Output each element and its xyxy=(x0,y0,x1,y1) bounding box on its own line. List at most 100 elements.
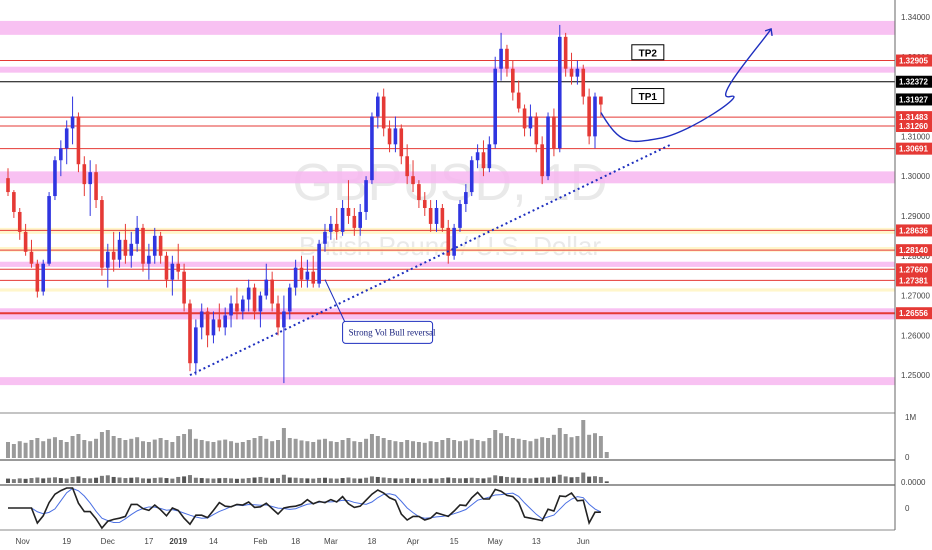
price-level-label: 1.31260 xyxy=(899,122,928,131)
volume-delta-bar xyxy=(352,478,357,483)
volume-delta-bar xyxy=(223,477,228,483)
volume-bar xyxy=(317,439,322,458)
volume-delta-bar xyxy=(557,474,562,483)
candle-body xyxy=(534,116,539,145)
volume-delta-bar xyxy=(463,478,468,483)
volume-bar xyxy=(487,438,492,458)
volume-delta-bar xyxy=(193,477,198,483)
candle-body xyxy=(223,315,227,328)
candle-body xyxy=(346,207,351,216)
price-level-badge xyxy=(896,75,932,88)
candle-body xyxy=(241,299,245,312)
time-tick-label: 2019 xyxy=(169,537,187,546)
volume-bar xyxy=(393,441,398,458)
candle-body xyxy=(6,178,10,193)
candle-body xyxy=(305,271,310,280)
volume-bar xyxy=(158,438,163,458)
volume-bar xyxy=(94,438,99,458)
volume-delta-bar xyxy=(70,476,75,483)
callout-text: Strong Vol Bull reversal xyxy=(349,327,436,337)
volume-bar xyxy=(569,437,574,458)
candle-body xyxy=(17,211,22,232)
volume-bar xyxy=(587,434,592,458)
candle-body xyxy=(505,48,509,69)
candle-body xyxy=(76,116,81,165)
volume-delta-bar xyxy=(299,478,304,483)
volume-bar xyxy=(405,440,410,458)
volume-delta-bar xyxy=(170,478,175,483)
volume-delta-bar xyxy=(411,478,416,483)
price-tick-label: 1.27000 xyxy=(901,292,930,301)
volume-delta-bar xyxy=(41,478,46,483)
volume-delta-bar xyxy=(358,478,363,483)
candle-body xyxy=(311,271,316,284)
volume-bar xyxy=(187,429,192,458)
price-level-badge xyxy=(896,307,932,320)
tp-label: TP2 xyxy=(639,48,658,59)
volume-delta-bar xyxy=(205,478,210,483)
volume-bar xyxy=(499,433,504,458)
volume-bar xyxy=(146,442,151,458)
volume-bar xyxy=(493,430,498,458)
volume-bar xyxy=(299,440,304,458)
candle-body xyxy=(452,227,456,256)
price-axis[interactable]: 1.340001.330001.320001.310001.300001.290… xyxy=(894,0,932,530)
volume-delta-bar xyxy=(105,475,110,483)
candle-body xyxy=(35,263,40,292)
zone-band xyxy=(0,261,895,267)
time-tick-label: 13 xyxy=(532,537,541,546)
volume-bar xyxy=(369,434,374,458)
price-level-label: 1.28636 xyxy=(899,226,928,235)
volume-bar xyxy=(293,438,298,458)
candle-body xyxy=(317,243,321,284)
time-tick-label: 18 xyxy=(291,537,300,546)
volume-bar xyxy=(199,440,204,458)
zone-band xyxy=(0,66,895,73)
volume-delta-bar xyxy=(393,478,398,483)
volume-delta-bar xyxy=(440,478,445,483)
volume-delta-bar xyxy=(217,478,222,483)
candle-body xyxy=(434,207,439,224)
volume-delta-bar xyxy=(99,475,104,483)
candle-body xyxy=(381,96,386,129)
volume-bar xyxy=(504,436,509,458)
volume-bar xyxy=(469,438,474,458)
volume-delta-bar xyxy=(346,477,351,483)
volume-delta-bar xyxy=(76,476,81,483)
volume-delta-bar xyxy=(598,476,603,483)
candle-body xyxy=(141,227,145,264)
candle-body xyxy=(170,263,175,280)
volume-delta-bar xyxy=(604,481,609,483)
volume-bar xyxy=(551,434,556,458)
candle-body xyxy=(88,172,92,185)
price-tick-label: 1.29000 xyxy=(901,212,930,221)
volume-delta-bar xyxy=(281,474,286,483)
volume-bar xyxy=(346,438,351,458)
volume-delta-bar xyxy=(47,477,52,483)
volume-delta-bar xyxy=(369,476,374,483)
volume-delta-bar xyxy=(375,476,380,483)
volume-bar xyxy=(334,442,339,458)
price-level-label: 1.27660 xyxy=(899,265,928,274)
volume-delta-bar xyxy=(381,477,386,483)
volume-bar xyxy=(581,420,586,458)
time-axis[interactable]: Nov 19 Dec 17 2019 14 Feb 18 Mar 18 Apr 15 May 13 Jun xyxy=(16,537,590,546)
volume-delta-bar xyxy=(522,478,527,483)
candle-body xyxy=(29,251,34,264)
volume-delta-bar xyxy=(575,476,580,483)
volume-bar xyxy=(593,433,597,458)
candle-body xyxy=(387,128,392,145)
oscillator-axis-label: 0 xyxy=(905,504,910,513)
candle-body xyxy=(164,255,169,280)
volume-delta-bar xyxy=(158,477,163,483)
price-level-label: 1.32905 xyxy=(899,57,928,66)
volume-bar xyxy=(17,441,22,458)
price-level-label: 1.32372 xyxy=(899,78,928,87)
candle-body xyxy=(499,48,503,69)
volume-bar xyxy=(58,440,63,458)
volume-delta-bar xyxy=(469,477,474,483)
volume-bar xyxy=(516,438,521,458)
candle-body xyxy=(411,176,415,185)
volume-delta-bar xyxy=(487,477,492,483)
